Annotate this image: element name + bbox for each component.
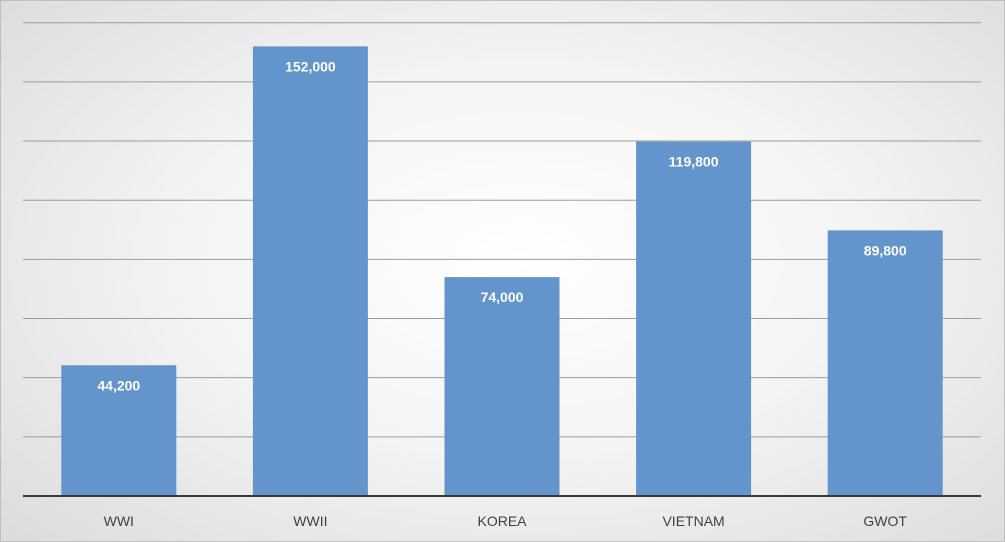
data-label-wwii: 152,000	[285, 58, 336, 74]
bars	[61, 46, 943, 497]
bar-vietnam	[636, 141, 752, 497]
bar-wwii	[252, 46, 368, 496]
data-label-gwot: 89,800	[864, 242, 907, 258]
x-axis-ticks: WWI WWII KOREA VIETNAM GWOT	[104, 513, 908, 529]
data-label-korea: 74,000	[481, 289, 524, 305]
x-tick-label-wwii: WWII	[293, 513, 327, 529]
data-label-wwi: 44,200	[97, 377, 140, 393]
x-tick-label-korea: KOREA	[477, 513, 527, 529]
bar-gwot	[827, 230, 943, 497]
bar-korea	[444, 277, 560, 496]
data-labels: 44,200 152,000 74,000 119,800 89,800	[97, 58, 906, 393]
x-tick-label-vietnam: VIETNAM	[662, 513, 724, 529]
data-label-vietnam: 119,800	[669, 154, 719, 170]
bar-wwi	[61, 365, 177, 496]
x-tick-label-gwot: GWOT	[863, 513, 907, 529]
x-tick-label-wwi: WWI	[104, 513, 134, 529]
